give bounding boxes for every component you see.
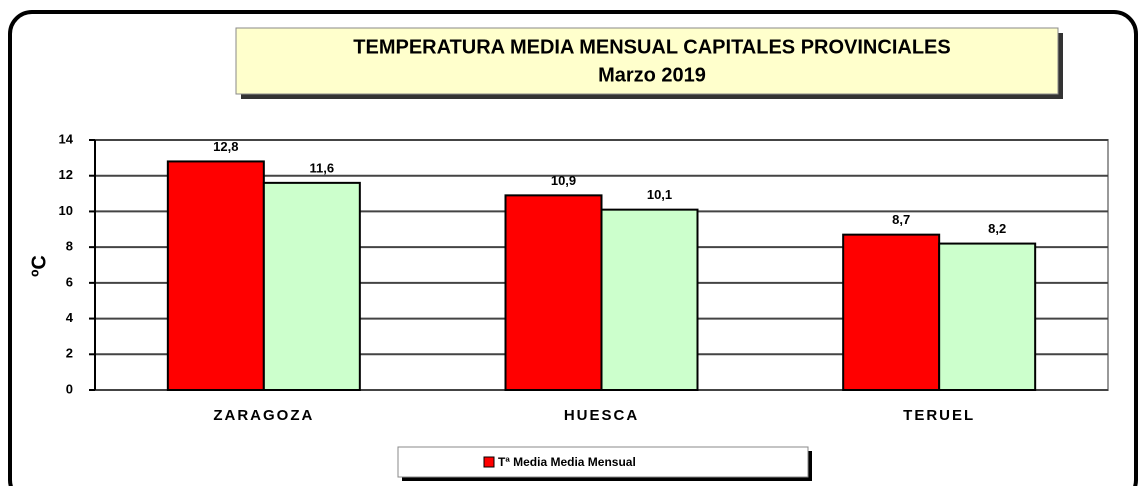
y-tick-label: 6: [66, 274, 73, 289]
value-label: 11,6: [310, 160, 335, 175]
legend-label: Tª Media Media Mensual: [498, 455, 636, 469]
legend-swatch: [483, 456, 495, 468]
y-tick-label: 12: [59, 167, 73, 182]
chart-title: TEMPERATURA MEDIA MENSUAL CAPITALES PROV…: [353, 36, 950, 58]
y-tick-label: 10: [59, 203, 73, 218]
y-tick-label: 2: [66, 346, 73, 361]
title-box: [235, 27, 1059, 95]
x-tick-label: ZARAGOZA: [213, 407, 314, 424]
bar: [262, 181, 361, 391]
x-tick-label: TERUEL: [903, 407, 975, 424]
y-tick-label: 4: [66, 310, 74, 325]
y-tick-label: 14: [59, 131, 74, 146]
chart-subtitle: Marzo 2019: [598, 64, 706, 86]
bar: [842, 233, 941, 391]
y-tick-label: 0: [66, 381, 73, 396]
bar: [504, 194, 603, 391]
x-tick-label: HUESCA: [564, 407, 639, 424]
frame: [8, 10, 1138, 486]
y-tick-label: 8: [66, 239, 73, 254]
bar: [600, 208, 699, 391]
bar: [166, 160, 265, 391]
value-label: 8,2: [988, 221, 1006, 236]
legend: [397, 446, 809, 478]
bar: [938, 242, 1037, 391]
value-label: 12,8: [213, 139, 238, 154]
value-label: 8,7: [892, 212, 910, 227]
value-label: 10,1: [647, 187, 672, 202]
y-axis-label: ºC: [28, 255, 50, 277]
value-label: 10,9: [551, 173, 576, 188]
